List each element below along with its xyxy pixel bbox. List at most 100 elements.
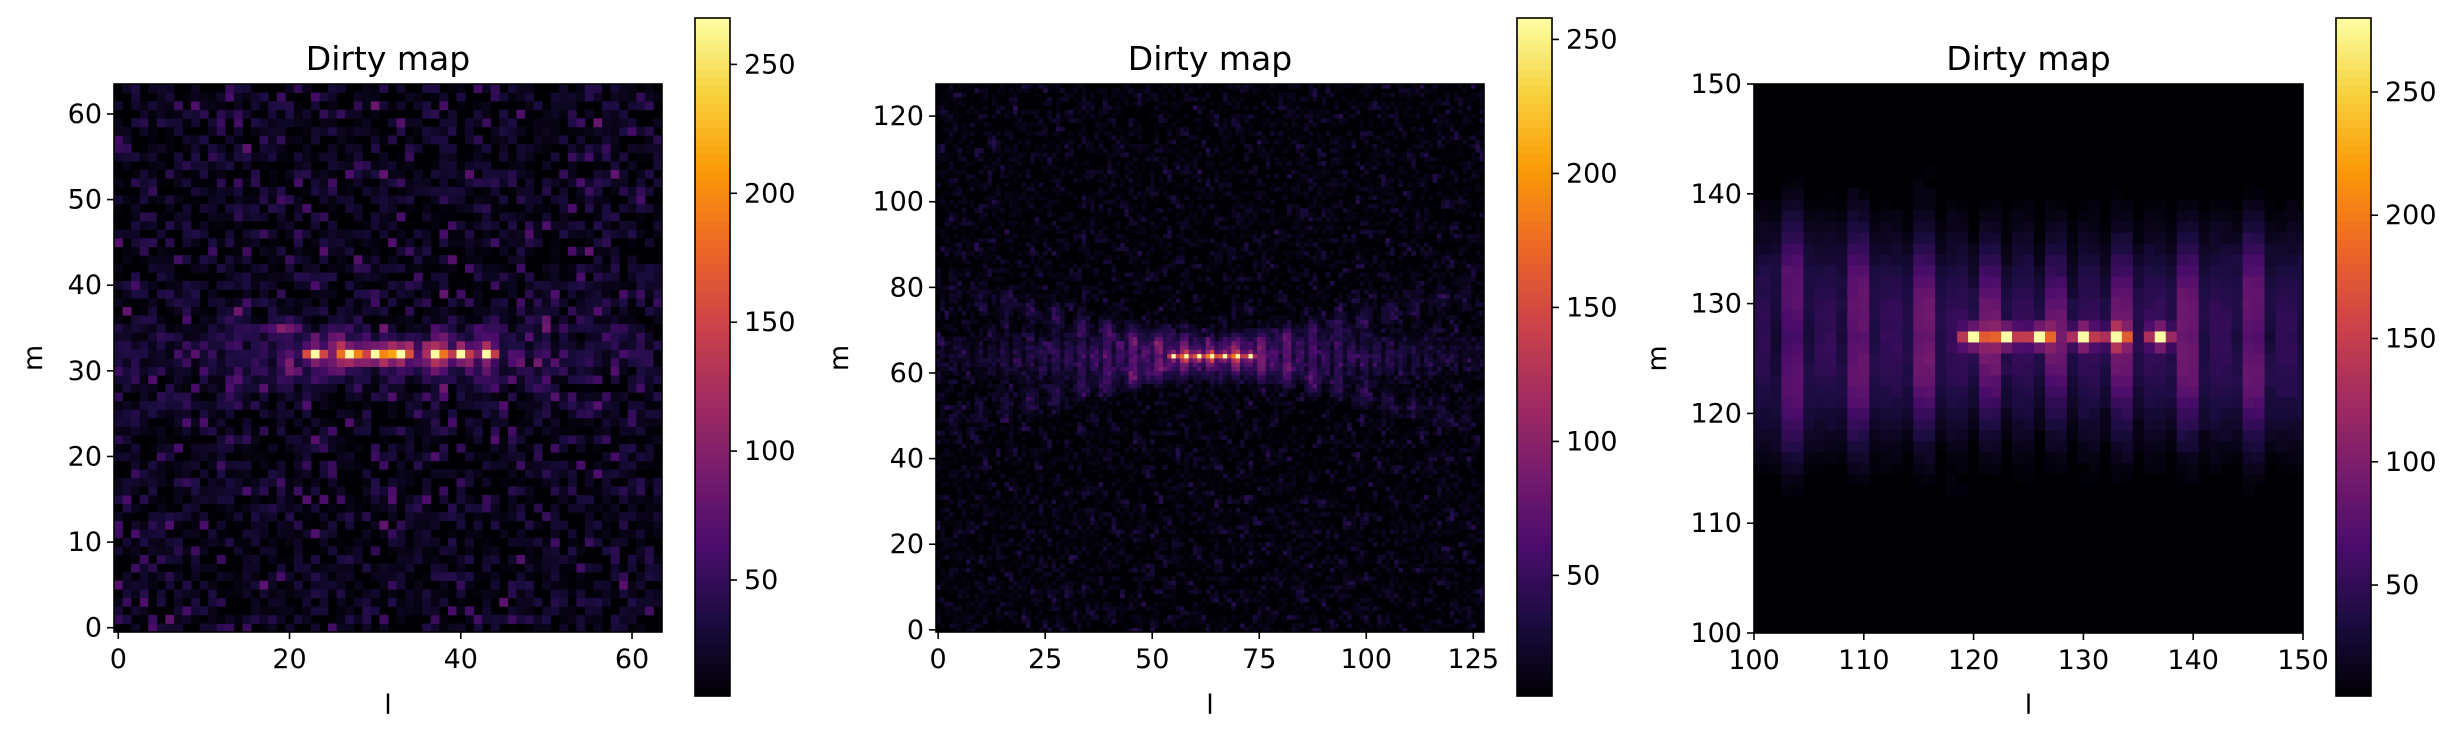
heatmap-cell [362,229,372,239]
heatmap-cell [1162,559,1168,564]
heatmap-cell [122,503,132,513]
heatmap-cell [156,92,166,102]
heatmap-cell [636,186,646,196]
heatmap-cell [285,520,295,530]
heatmap-cell [336,84,346,93]
heatmap-cell [516,255,526,265]
heatmap-cell [974,606,980,611]
heatmap-cell [940,546,945,552]
heatmap-cell [139,589,149,599]
heatmap-cell [542,263,552,273]
heatmap-cell [173,486,183,496]
colorbar-tick-label: 200 [744,178,796,209]
heatmap-cell [413,92,423,102]
heatmap-cell [1231,559,1237,564]
heatmap-cell [1038,627,1044,633]
heatmap-cell [1304,542,1309,547]
heatmap-cell [1312,546,1318,552]
heatmap-cell [1162,516,1168,522]
heatmap-cell [353,272,363,282]
heatmap-cell [1321,567,1326,573]
heatmap-cell [490,512,500,522]
heatmap-cell [482,366,492,376]
heatmap-cell [653,520,663,530]
heatmap-cell [473,152,483,162]
heatmap-cell [1184,550,1189,556]
heatmap-cell [576,589,586,599]
heatmap-cell [148,486,158,496]
heatmap-cell [328,589,338,599]
heatmap-cell [1359,529,1365,534]
heatmap-cell [353,460,363,470]
heatmap-cell [328,272,338,282]
heatmap-cell [1188,580,1194,586]
heatmap-cell [131,554,141,564]
heatmap-cell [1458,619,1463,624]
heatmap-cell [396,572,406,582]
heatmap-cell [559,426,569,436]
heatmap-cell [362,597,372,607]
heatmap-cell [310,349,320,359]
heatmap-cell [550,529,560,539]
heatmap-cell [499,238,509,248]
heatmap-cell [619,169,629,179]
heatmap-cell [388,529,397,539]
heatmap-cell [242,340,252,350]
heatmap-cell [1441,619,1446,624]
heatmap-cell [1205,576,1211,582]
heatmap-cell [191,529,201,539]
heatmap-cell [1329,619,1335,624]
heatmap-cell [1415,572,1421,577]
heatmap-cell [191,238,201,248]
heatmap-cell [1060,567,1065,573]
heatmap-cell [148,443,158,453]
heatmap-cell [1471,529,1476,534]
heatmap-cell [353,614,363,624]
heatmap-cell [1424,627,1429,633]
heatmap-cell [1364,520,1369,526]
heatmap-cell [1043,529,1048,534]
heatmap-cell [987,559,993,564]
heatmap-cell [953,584,958,590]
heatmap-cell [379,203,389,213]
heatmap-cell [1034,614,1040,620]
heatmap-cell [1192,584,1198,590]
heatmap-cell [525,486,534,496]
heatmap-cell [208,186,218,196]
heatmap-cell [268,126,278,136]
heatmap-cell [1090,597,1095,603]
heatmap-cell [114,486,123,496]
heatmap-cell [233,246,243,256]
heatmap-cell [961,584,967,590]
heatmap-cell [199,169,209,179]
heatmap-cell [995,550,1001,556]
heatmap-cell [1454,627,1459,633]
heatmap-cell [1197,619,1202,624]
heatmap-cell [610,255,620,265]
heatmap-cell [473,118,483,128]
heatmap-cell [627,443,637,453]
heatmap-cell [1308,567,1314,573]
heatmap-cell [1287,614,1292,620]
heatmap-cell [957,554,963,560]
heatmap-cell [268,572,278,582]
heatmap-cell [182,529,192,539]
heatmap-cell [1338,542,1344,547]
heatmap-cell [328,118,338,128]
heatmap-cell [345,520,355,530]
heatmap-cell [319,186,329,196]
heatmap-cell [1261,576,1267,582]
heatmap-cell [1364,516,1369,522]
heatmap-cell [156,195,166,205]
axes-frame [113,83,663,633]
colorbar-segment [695,577,730,587]
heatmap-cell [413,255,423,265]
heatmap-cell [242,272,252,282]
heatmap-cell [507,84,517,93]
heatmap-cell [1214,559,1219,564]
heatmap-cell [1462,520,1468,526]
heatmap-cell [233,537,243,547]
heatmap-cell [276,409,286,419]
heatmap-cell [1141,533,1147,539]
heatmap-cell [319,417,329,427]
